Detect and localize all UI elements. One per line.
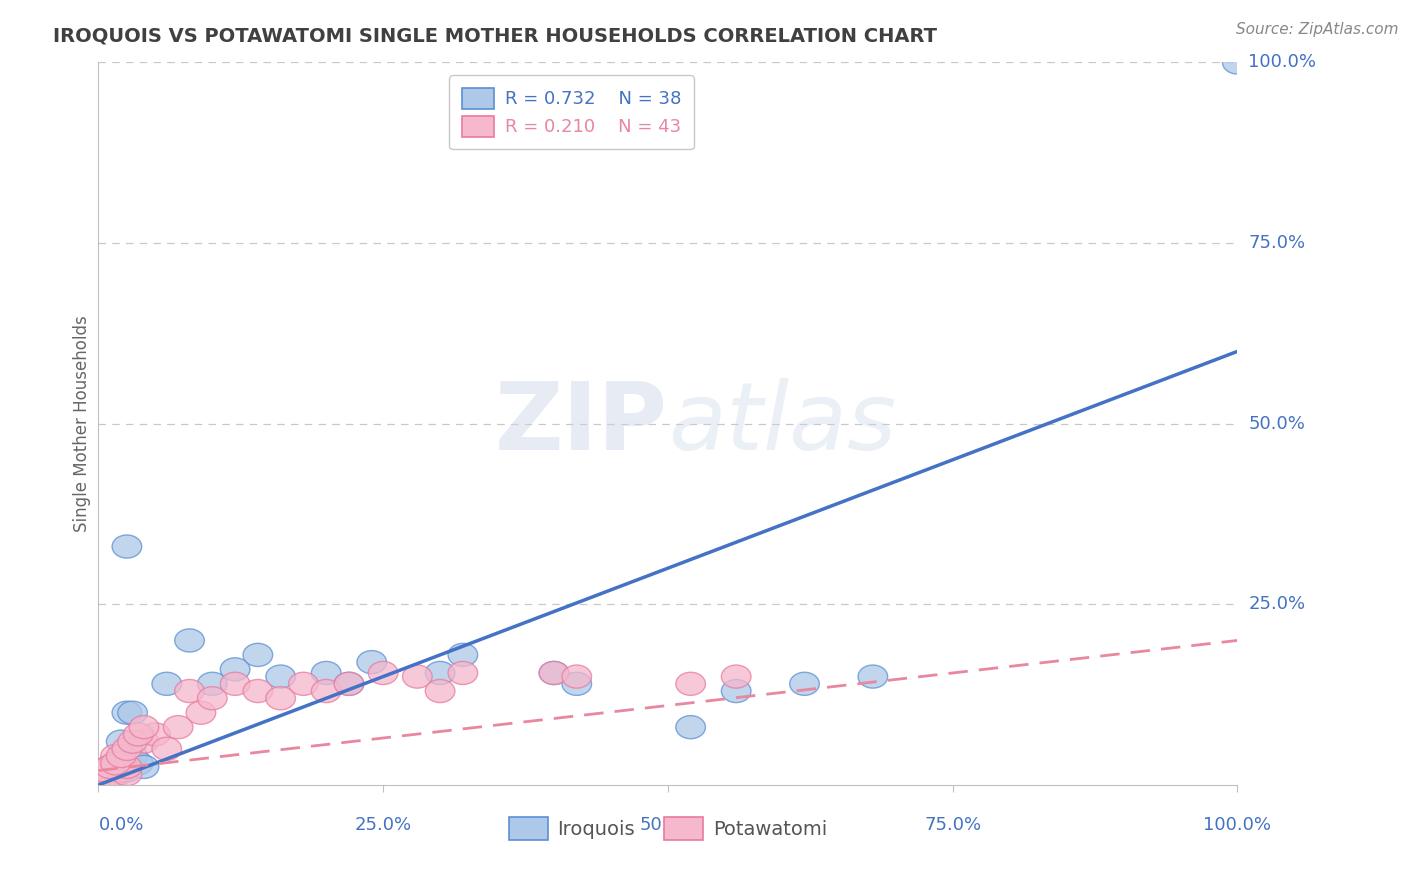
Y-axis label: Single Mother Households: Single Mother Households	[73, 316, 91, 532]
Ellipse shape	[112, 763, 142, 786]
Ellipse shape	[402, 665, 432, 688]
Ellipse shape	[112, 535, 142, 558]
Ellipse shape	[357, 650, 387, 673]
Ellipse shape	[96, 759, 125, 782]
Ellipse shape	[90, 759, 120, 782]
Text: 0.0%: 0.0%	[98, 815, 143, 833]
Ellipse shape	[174, 629, 204, 652]
Ellipse shape	[266, 665, 295, 688]
Ellipse shape	[118, 730, 148, 753]
Ellipse shape	[197, 673, 228, 696]
Text: 25.0%: 25.0%	[354, 815, 412, 833]
Ellipse shape	[562, 665, 592, 688]
Ellipse shape	[266, 687, 295, 710]
Ellipse shape	[335, 673, 364, 696]
Ellipse shape	[97, 766, 127, 789]
Ellipse shape	[96, 763, 125, 786]
Ellipse shape	[129, 715, 159, 739]
Text: ZIP: ZIP	[495, 377, 668, 470]
Ellipse shape	[90, 770, 120, 793]
Ellipse shape	[449, 643, 478, 666]
Ellipse shape	[425, 661, 456, 684]
Ellipse shape	[93, 768, 122, 790]
Ellipse shape	[186, 701, 215, 724]
Ellipse shape	[243, 680, 273, 703]
Text: 75.0%: 75.0%	[924, 815, 981, 833]
Ellipse shape	[221, 673, 250, 696]
Ellipse shape	[243, 643, 273, 666]
Ellipse shape	[107, 759, 136, 782]
Ellipse shape	[101, 752, 131, 775]
Ellipse shape	[676, 715, 706, 739]
Ellipse shape	[96, 768, 125, 790]
Text: atlas: atlas	[668, 378, 896, 469]
Ellipse shape	[129, 730, 159, 753]
Ellipse shape	[90, 759, 120, 782]
Ellipse shape	[112, 738, 142, 760]
Ellipse shape	[538, 661, 569, 684]
Ellipse shape	[118, 745, 148, 768]
Ellipse shape	[112, 701, 142, 724]
Ellipse shape	[101, 752, 131, 775]
Ellipse shape	[90, 766, 120, 789]
Ellipse shape	[562, 673, 592, 696]
Ellipse shape	[174, 680, 204, 703]
Text: 75.0%: 75.0%	[1249, 234, 1306, 252]
Ellipse shape	[538, 661, 569, 684]
Ellipse shape	[93, 766, 122, 789]
Legend: Iroquois, Potawatomi: Iroquois, Potawatomi	[501, 809, 835, 847]
Ellipse shape	[163, 715, 193, 739]
Ellipse shape	[93, 770, 122, 793]
Ellipse shape	[152, 673, 181, 696]
Ellipse shape	[101, 745, 131, 768]
Ellipse shape	[90, 766, 120, 789]
Ellipse shape	[368, 661, 398, 684]
Ellipse shape	[96, 756, 125, 779]
Ellipse shape	[118, 701, 148, 724]
Ellipse shape	[107, 752, 136, 775]
Ellipse shape	[335, 673, 364, 696]
Text: 50.0%: 50.0%	[1249, 415, 1305, 433]
Ellipse shape	[425, 680, 456, 703]
Ellipse shape	[107, 730, 136, 753]
Ellipse shape	[97, 770, 127, 793]
Ellipse shape	[141, 723, 170, 746]
Ellipse shape	[101, 752, 131, 775]
Ellipse shape	[124, 723, 153, 746]
Ellipse shape	[311, 680, 342, 703]
Ellipse shape	[107, 745, 136, 768]
Ellipse shape	[721, 665, 751, 688]
Ellipse shape	[1222, 51, 1253, 74]
Ellipse shape	[221, 657, 250, 681]
Text: 50.0%: 50.0%	[640, 815, 696, 833]
Ellipse shape	[197, 687, 228, 710]
Ellipse shape	[124, 752, 153, 775]
Ellipse shape	[93, 759, 122, 782]
Ellipse shape	[152, 738, 181, 760]
Ellipse shape	[96, 756, 125, 779]
Text: 100.0%: 100.0%	[1204, 815, 1271, 833]
Text: 100.0%: 100.0%	[1249, 54, 1316, 71]
Ellipse shape	[449, 661, 478, 684]
Ellipse shape	[96, 770, 125, 793]
Ellipse shape	[288, 673, 318, 696]
Ellipse shape	[721, 680, 751, 703]
Text: Source: ZipAtlas.com: Source: ZipAtlas.com	[1236, 22, 1399, 37]
Ellipse shape	[129, 756, 159, 779]
Ellipse shape	[90, 770, 120, 793]
Ellipse shape	[112, 756, 142, 779]
Ellipse shape	[858, 665, 887, 688]
Ellipse shape	[107, 752, 136, 775]
Ellipse shape	[101, 763, 131, 786]
Ellipse shape	[112, 759, 142, 782]
Text: 25.0%: 25.0%	[1249, 595, 1306, 614]
Text: IROQUOIS VS POTAWATOMI SINGLE MOTHER HOUSEHOLDS CORRELATION CHART: IROQUOIS VS POTAWATOMI SINGLE MOTHER HOU…	[53, 27, 936, 45]
Ellipse shape	[93, 770, 122, 793]
Ellipse shape	[311, 661, 342, 684]
Ellipse shape	[676, 673, 706, 696]
Ellipse shape	[790, 673, 820, 696]
